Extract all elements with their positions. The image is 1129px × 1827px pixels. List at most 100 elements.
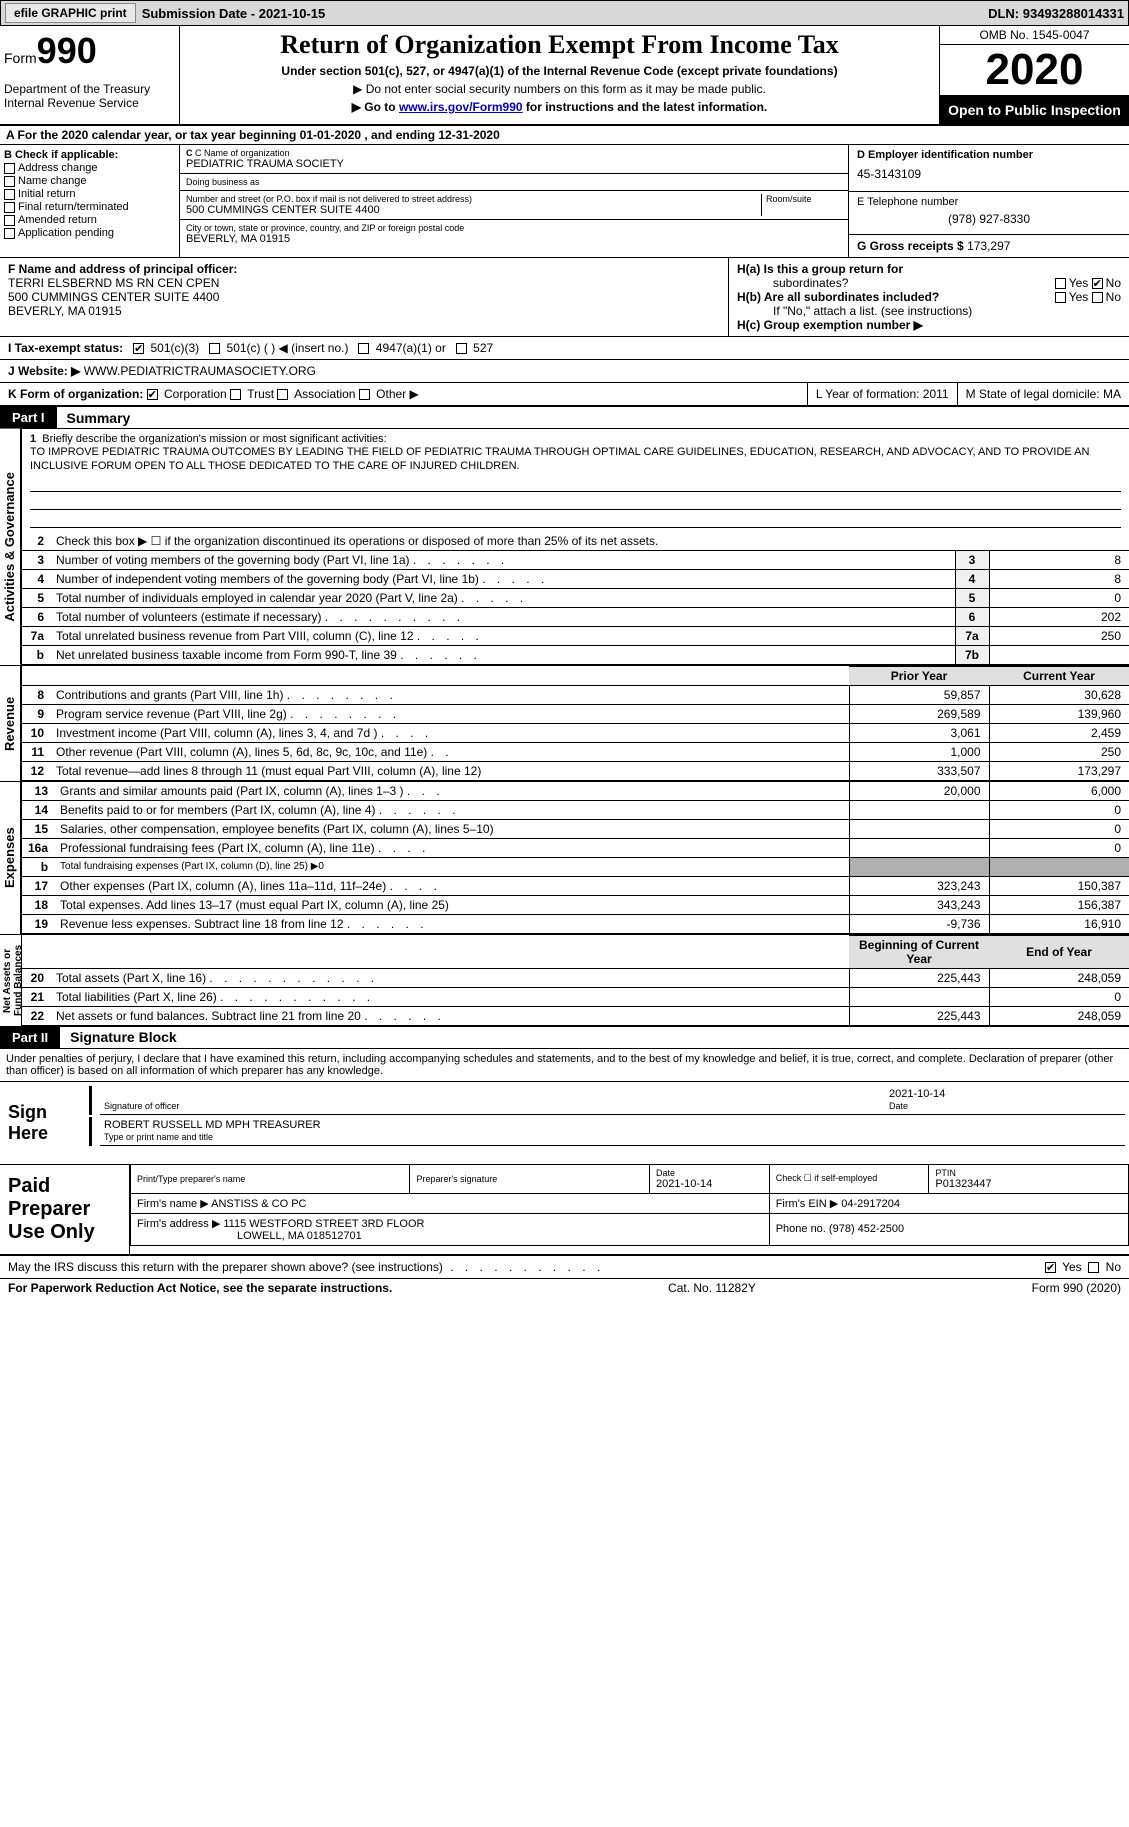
ein-label: D Employer identification number: [857, 149, 1121, 161]
ssn-warning: ▶ Do not enter social security numbers o…: [188, 82, 931, 96]
chk-initial-return[interactable]: Initial return: [4, 188, 175, 200]
firm-addr1: 1115 WESTFORD STREET 3RD FLOOR: [223, 1218, 424, 1230]
cat-number: Cat. No. 11282Y: [668, 1281, 756, 1295]
firm-name-label: Firm's name ▶: [137, 1198, 211, 1210]
part1-title: Summary: [57, 410, 131, 426]
current-year-hdr: Current Year: [989, 666, 1129, 685]
city-value: BEVERLY, MA 01915: [186, 233, 842, 245]
preparer-table: Print/Type preparer's name Preparer's si…: [130, 1165, 1129, 1246]
part2-header: Part II Signature Block: [0, 1027, 1129, 1049]
form-number: Form990: [4, 30, 175, 72]
form-left: Form990 Department of the Treasury Inter…: [0, 26, 180, 124]
ha-label: H(a) Is this a group return for: [737, 262, 903, 276]
chk-amended[interactable]: Amended return: [4, 214, 175, 226]
org-name: PEDIATRIC TRAUMA SOCIETY: [186, 158, 842, 170]
sig-officer-label: Signature of officer: [104, 1101, 179, 1111]
chk-final-return[interactable]: Final return/terminated: [4, 201, 175, 213]
omb-number: OMB No. 1545-0047: [940, 26, 1129, 45]
chk-trust[interactable]: [230, 389, 241, 400]
firm-addr2: LOWELL, MA 018512701: [137, 1230, 362, 1242]
dln: DLN: 93493288014331: [988, 6, 1124, 21]
chk-name-change[interactable]: Name change: [4, 175, 175, 187]
governance-section: Activities & Governance 1 Briefly descri…: [0, 429, 1129, 666]
irs-link[interactable]: www.irs.gov/Form990: [399, 100, 523, 114]
firm-addr-label: Firm's address ▶: [137, 1218, 223, 1230]
header-info: B Check if applicable: Address change Na…: [0, 145, 1129, 258]
org-name-label: C Name of organization: [195, 148, 290, 158]
ptin-label: PTIN: [935, 1168, 1122, 1178]
state-domicile: M State of legal domicile: MA: [957, 383, 1129, 405]
chk-address-change[interactable]: Address change: [4, 162, 175, 174]
ein-value: 45-3143109: [857, 161, 1121, 187]
officer-label: F Name and address of principal officer:: [8, 262, 237, 276]
side-revenue: Revenue: [0, 666, 21, 781]
row-k: K Form of organization: Corporation Trus…: [0, 383, 1129, 407]
sign-here-label: Sign Here: [0, 1082, 85, 1164]
ha-no[interactable]: [1092, 278, 1103, 289]
section-d: D Employer identification number 45-3143…: [849, 145, 1129, 257]
discuss-text: May the IRS discuss this return with the…: [8, 1260, 443, 1274]
chk-corp[interactable]: [147, 389, 158, 400]
row-f-h: F Name and address of principal officer:…: [0, 258, 1129, 337]
row-tax-status: I Tax-exempt status: 501(c)(3) 501(c) ( …: [0, 337, 1129, 360]
section-h: H(a) Is this a group return for subordin…: [729, 258, 1129, 336]
perjury-declaration: Under penalties of perjury, I declare th…: [0, 1049, 1129, 1082]
b-header: B Check if applicable:: [4, 149, 175, 161]
street-label: Number and street (or P.O. box if mail i…: [186, 194, 757, 204]
officer-addr1: 500 CUMMINGS CENTER SUITE 4400: [8, 290, 720, 304]
chk-501c3[interactable]: [133, 343, 144, 354]
sign-here-block: Sign Here Signature of officer 2021-10-1…: [0, 1082, 1129, 1165]
chk-527[interactable]: [456, 343, 467, 354]
prep-date: 2021-10-14: [656, 1178, 712, 1190]
prep-sig-label: Preparer's signature: [416, 1174, 643, 1184]
form-footer: Form 990 (2020): [1032, 1281, 1121, 1295]
hb-label: H(b) Are all subordinates included?: [737, 290, 939, 304]
side-governance: Activities & Governance: [0, 429, 21, 665]
ha-sub: subordinates?: [737, 276, 848, 290]
hb-note: If "No," attach a list. (see instruction…: [737, 304, 1121, 318]
street-value: 500 CUMMINGS CENTER SUITE 4400: [186, 204, 757, 216]
form-org-label: K Form of organization:: [8, 387, 143, 401]
dba-label: Doing business as: [186, 177, 842, 187]
paid-preparer-block: Paid Preparer Use Only Print/Type prepar…: [0, 1165, 1129, 1256]
part1-header: Part I Summary: [0, 407, 1129, 429]
firm-ein-label: Firm's EIN ▶: [776, 1198, 842, 1210]
chk-assoc[interactable]: [277, 389, 288, 400]
section-b: B Check if applicable: Address change Na…: [0, 145, 180, 257]
hb-yes[interactable]: [1055, 292, 1066, 303]
hc-label: H(c) Group exemption number ▶: [737, 318, 923, 332]
side-expenses: Expenses: [0, 782, 21, 934]
pra-notice: For Paperwork Reduction Act Notice, see …: [8, 1281, 392, 1295]
printed-name-label: Type or print name and title: [104, 1132, 213, 1142]
paid-preparer-label: Paid Preparer Use Only: [0, 1165, 130, 1254]
firm-ein: 04-2917204: [841, 1198, 900, 1210]
form-title-block: Return of Organization Exempt From Incom…: [180, 26, 939, 124]
end-year-hdr: End of Year: [989, 935, 1129, 968]
dept-treasury: Department of the Treasury Internal Reve…: [4, 82, 175, 110]
sig-date: 2021-10-14: [889, 1088, 945, 1100]
mission-text: TO IMPROVE PEDIATRIC TRAUMA OUTCOMES BY …: [30, 446, 1089, 472]
expenses-section: Expenses 13Grants and similar amounts pa…: [0, 782, 1129, 935]
chk-pending[interactable]: Application pending: [4, 227, 175, 239]
tax-year: 2020: [940, 45, 1129, 96]
firm-phone: (978) 452-2500: [829, 1223, 904, 1235]
discuss-yes[interactable]: [1045, 1262, 1056, 1273]
efile-print-button[interactable]: efile GRAPHIC print: [5, 3, 136, 23]
section-f: F Name and address of principal officer:…: [0, 258, 729, 336]
phone-label: E Telephone number: [857, 196, 1121, 208]
form-title: Return of Organization Exempt From Incom…: [188, 30, 931, 60]
ha-yes[interactable]: [1055, 278, 1066, 289]
hb-no[interactable]: [1092, 292, 1103, 303]
tax-status-label: I Tax-exempt status:: [8, 341, 123, 355]
chk-4947[interactable]: [358, 343, 369, 354]
line2: Check this box ▶ ☐ if the organization d…: [50, 532, 1129, 551]
netassets-table: Beginning of Current YearEnd of Year 20T…: [22, 935, 1129, 1026]
governance-table: 2Check this box ▶ ☐ if the organization …: [22, 532, 1129, 665]
website-value: WWW.PEDIATRICTRAUMASOCIETY.ORG: [84, 364, 316, 378]
revenue-section: Revenue Prior YearCurrent Year 8Contribu…: [0, 666, 1129, 782]
chk-501c[interactable]: [209, 343, 220, 354]
chk-other[interactable]: [359, 389, 370, 400]
discuss-no[interactable]: [1088, 1262, 1099, 1273]
ptin-value: P01323447: [935, 1178, 991, 1190]
website-label: J Website: ▶: [8, 364, 84, 378]
